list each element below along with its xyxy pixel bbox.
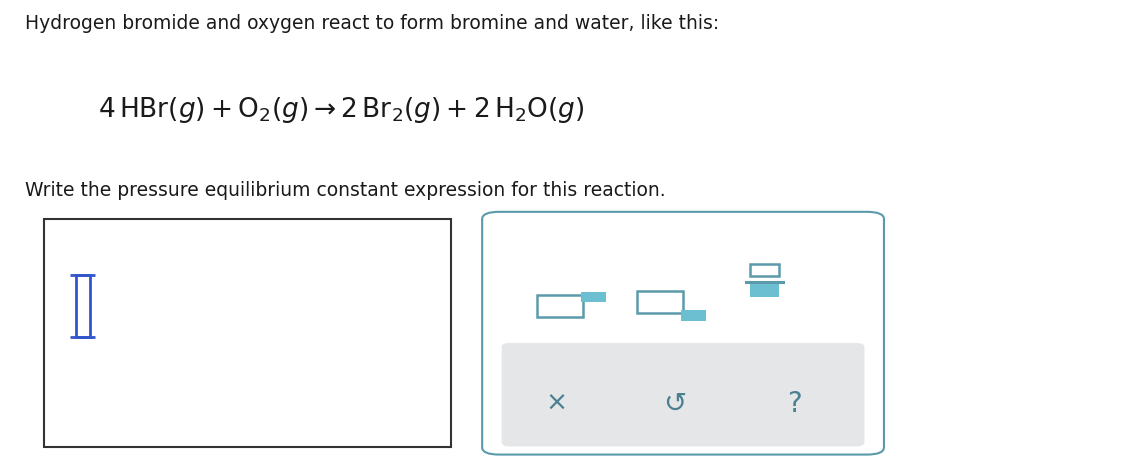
FancyBboxPatch shape [76, 275, 90, 337]
Text: $4\,\mathsf{HBr}(g)+\mathsf{O}_2(g)\rightarrow 2\,\mathsf{Br}_2(g)+2\,\mathsf{H}: $4\,\mathsf{HBr}(g)+\mathsf{O}_2(g)\righ… [98, 95, 584, 125]
FancyBboxPatch shape [482, 212, 884, 455]
FancyBboxPatch shape [637, 291, 683, 313]
FancyBboxPatch shape [750, 284, 779, 297]
FancyBboxPatch shape [681, 310, 706, 321]
FancyBboxPatch shape [581, 292, 606, 302]
FancyBboxPatch shape [44, 219, 451, 447]
FancyBboxPatch shape [502, 343, 864, 446]
FancyBboxPatch shape [537, 295, 583, 317]
FancyBboxPatch shape [750, 264, 779, 276]
Text: ↺: ↺ [664, 390, 687, 418]
Text: ?: ? [788, 390, 801, 418]
Text: Write the pressure equilibrium constant expression for this reaction.: Write the pressure equilibrium constant … [25, 181, 666, 200]
Text: Hydrogen bromide and oxygen react to form bromine and water, like this:: Hydrogen bromide and oxygen react to for… [25, 14, 720, 33]
Text: ×: × [545, 391, 568, 417]
